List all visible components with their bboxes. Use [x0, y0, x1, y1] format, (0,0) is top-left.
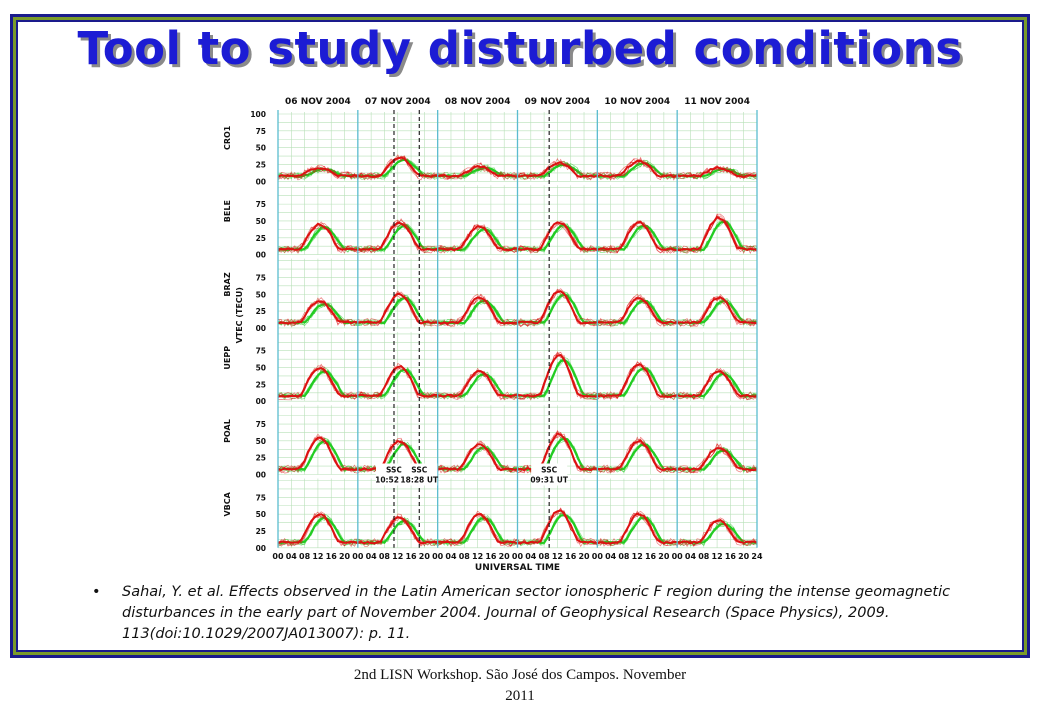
x-tick-label: 00 — [592, 552, 604, 561]
date-label: 06 NOV 2004 — [285, 97, 351, 107]
slide-title: Tool to study disturbed conditions — [77, 22, 963, 75]
y-tick-label: 100 — [250, 110, 266, 119]
y-tick-label: 50 — [256, 290, 266, 299]
x-tick-label: 12 — [312, 552, 323, 561]
x-tick-label: 08 — [539, 552, 551, 561]
x-tick-label: 20 — [499, 552, 511, 561]
slide-frame — [10, 14, 1030, 658]
citation: • Sahai, Y. et al. Effects observed in t… — [92, 582, 972, 645]
station-label: BELE — [223, 200, 232, 222]
x-tick-label: 08 — [299, 552, 311, 561]
x-tick-label: 00 — [272, 552, 284, 561]
x-tick-label: 04 — [286, 552, 298, 561]
ssc-label: SSC — [541, 466, 557, 475]
x-tick-label: 20 — [419, 552, 431, 561]
x-tick-label: 20 — [578, 552, 590, 561]
x-tick-label: 12 — [552, 552, 563, 561]
ssc-label-background — [401, 463, 438, 486]
y-tick-label: 00 — [256, 397, 266, 406]
x-tick-label: 20 — [658, 552, 670, 561]
x-tick-label: 08 — [379, 552, 391, 561]
footer-text: 2nd LISN Workshop. São José dos Campos. … — [353, 667, 687, 704]
ssc-time-label: 10:52 UT — [375, 476, 414, 485]
x-tick-label: 04 — [525, 552, 537, 561]
y-tick-label: 50 — [256, 437, 266, 446]
y-tick-label: 75 — [256, 347, 266, 356]
citation-text: Sahai, Y. et al. Effects observed in the… — [122, 584, 951, 642]
x-tick-label: 12 — [632, 552, 643, 561]
x-axis-label: UNIVERSAL TIME — [475, 563, 560, 573]
x-tick-label: 16 — [725, 552, 737, 561]
date-label: 10 NOV 2004 — [604, 97, 670, 107]
y-tick-label: 25 — [256, 160, 266, 169]
station-label: UEPP — [223, 346, 232, 370]
y-tick-label: 50 — [256, 510, 266, 519]
x-tick-label: 16 — [485, 552, 497, 561]
x-tick-label: 08 — [459, 552, 471, 561]
y-tick-label: 50 — [256, 364, 266, 373]
x-tick-label: 08 — [618, 552, 630, 561]
x-tick-label: 04 — [605, 552, 617, 561]
y-tick-label: 25 — [256, 527, 266, 536]
x-tick-label: 08 — [698, 552, 710, 561]
ssc-label: SSC — [386, 466, 402, 475]
ssc-time-label: 09:31 UT — [530, 476, 569, 485]
x-tick-label: 24 — [751, 552, 763, 561]
ssc-label: SSC — [411, 466, 427, 475]
x-tick-label: 16 — [326, 552, 338, 561]
x-tick-label: 04 — [366, 552, 378, 561]
date-label: 07 NOV 2004 — [365, 97, 431, 107]
y-axis-label: VTEC (TECU) — [235, 287, 244, 343]
x-tick-label: 00 — [512, 552, 524, 561]
x-tick-label: 20 — [738, 552, 750, 561]
y-tick-label: 75 — [256, 200, 266, 209]
date-label: 09 NOV 2004 — [525, 97, 591, 107]
ssc-label-background — [531, 463, 568, 486]
y-tick-label: 00 — [256, 324, 266, 333]
x-tick-label: 00 — [352, 552, 364, 561]
y-tick-label: 25 — [256, 454, 266, 463]
station-label: CRO1 — [223, 125, 232, 150]
date-label: 08 NOV 2004 — [445, 97, 511, 107]
x-tick-label: 20 — [339, 552, 351, 561]
y-tick-label: 25 — [256, 307, 266, 316]
station-label: BRAZ — [223, 272, 232, 296]
y-tick-label: 25 — [256, 234, 266, 243]
y-tick-label: 75 — [256, 493, 266, 502]
x-tick-label: 00 — [672, 552, 684, 561]
y-tick-label: 00 — [256, 544, 266, 553]
y-tick-label: 50 — [256, 144, 266, 153]
slide-content-area — [16, 20, 1024, 652]
x-tick-label: 16 — [645, 552, 657, 561]
x-tick-label: 12 — [392, 552, 403, 561]
x-tick-label: 04 — [685, 552, 697, 561]
x-tick-label: 00 — [432, 552, 444, 561]
station-label: VBCA — [223, 491, 232, 516]
bullet-point: • — [92, 584, 101, 600]
y-tick-label: 00 — [256, 177, 266, 186]
y-tick-label: 75 — [256, 273, 266, 282]
y-tick-label: 00 — [256, 251, 266, 260]
y-tick-label: 00 — [256, 471, 266, 480]
vtec-chart: 06 NOV 2004 07 NOV 2004 08 NOV 2004 09 NOV … — [223, 97, 763, 573]
y-tick-label: 75 — [256, 127, 266, 136]
y-tick-label: 75 — [256, 420, 266, 429]
y-tick-label: 25 — [256, 380, 266, 389]
x-tick-label: 04 — [445, 552, 457, 561]
station-label: POAL — [223, 419, 232, 443]
x-tick-label: 16 — [565, 552, 577, 561]
x-tick-label: 16 — [405, 552, 417, 561]
x-tick-label: 12 — [712, 552, 723, 561]
y-tick-label: 50 — [256, 217, 266, 226]
ssc-time-label: 18:28 UT — [400, 476, 439, 485]
x-tick-label: 12 — [472, 552, 483, 561]
date-label: 11 NOV 2004 — [684, 97, 750, 107]
